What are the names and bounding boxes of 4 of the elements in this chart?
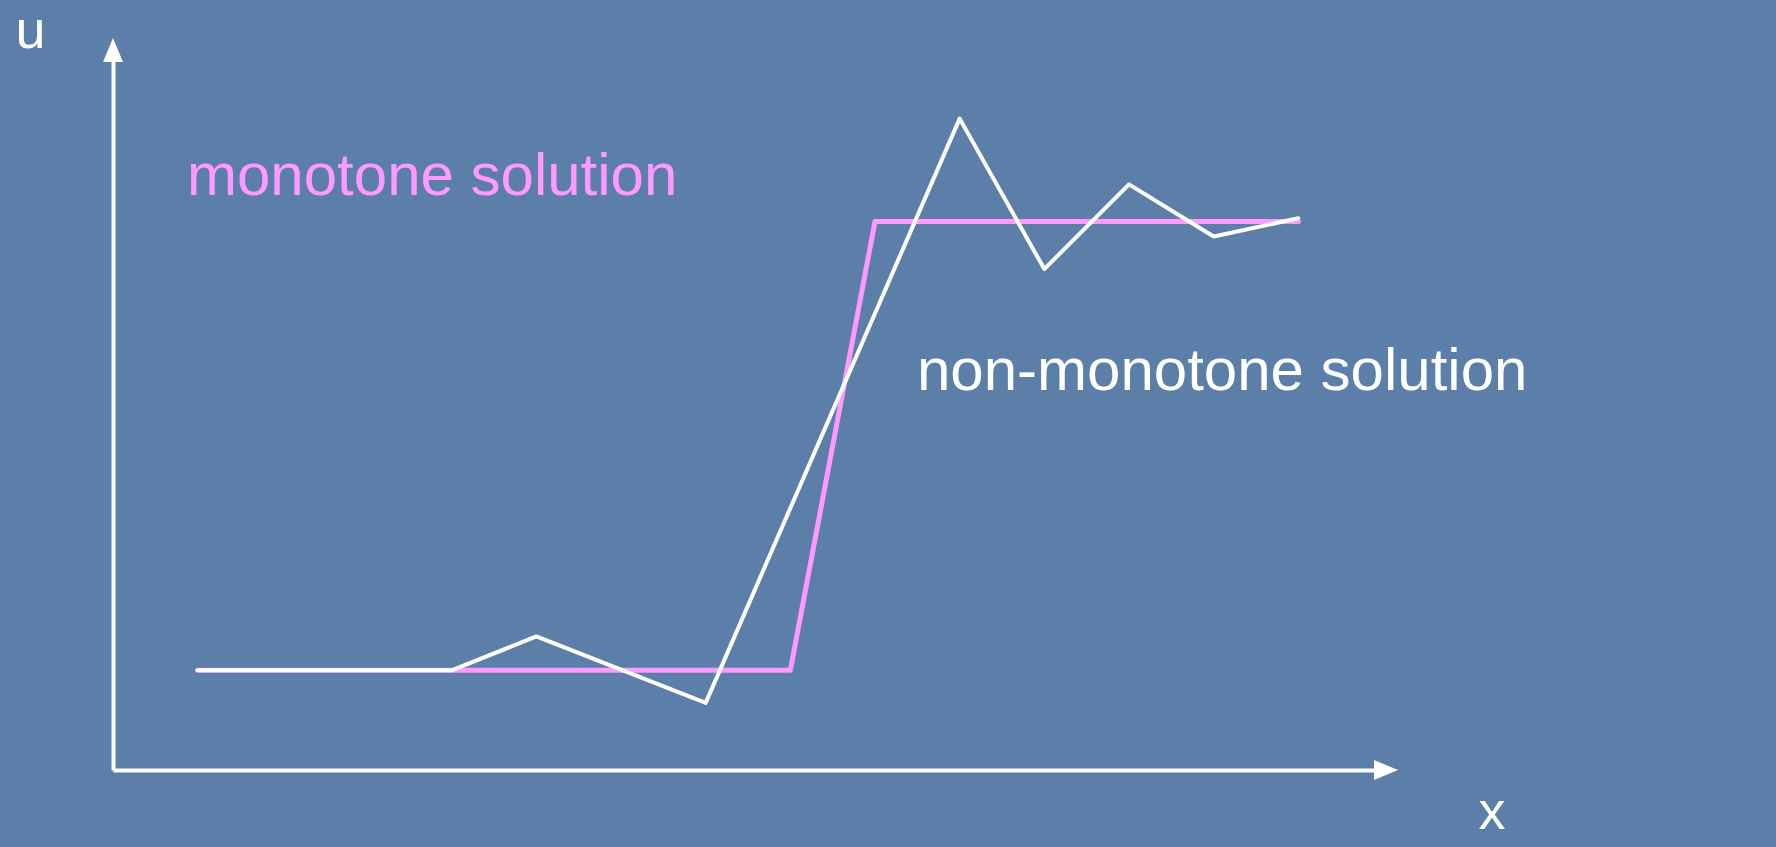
y-axis-title: u <box>15 0 46 59</box>
text: monotone solution <box>187 141 678 208</box>
series-label: non-monotone solution <box>917 336 1528 403</box>
x-axis-title: x <box>1478 779 1506 840</box>
